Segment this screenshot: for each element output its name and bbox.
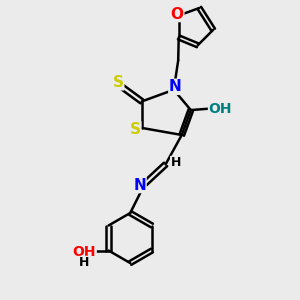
Text: O: O (171, 7, 184, 22)
Text: H: H (79, 256, 90, 269)
Text: OH: OH (208, 102, 232, 116)
Text: N: N (169, 79, 182, 94)
Text: N: N (133, 178, 146, 193)
Text: H: H (171, 156, 181, 170)
Text: S: S (130, 122, 141, 137)
Text: S: S (113, 75, 124, 90)
Text: OH: OH (73, 245, 96, 259)
